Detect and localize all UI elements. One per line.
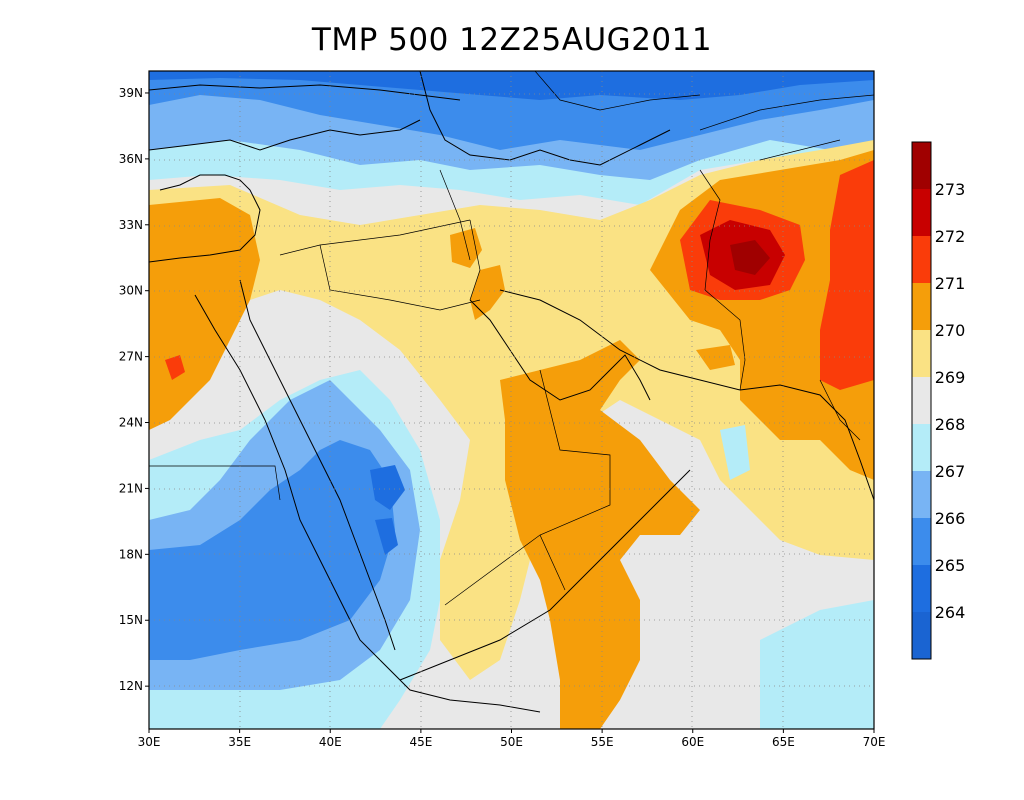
contour-band-267-se <box>760 600 874 729</box>
turkey-coast <box>149 119 421 151</box>
colorbar-swatch <box>912 236 931 284</box>
lat-tick-label: 39N <box>119 86 143 100</box>
lat-tick-label: 36N <box>119 152 143 166</box>
contour-band-264-sw <box>370 465 405 510</box>
contour-band-267-east <box>720 425 750 480</box>
colorbar-label: 271 <box>935 274 966 293</box>
colorbar: 273 272 271 270 269 268 267 266 265 264 <box>911 141 966 660</box>
colorbar-label: 273 <box>935 180 966 199</box>
black-sea-coast <box>149 84 461 101</box>
lat-tick-label: 30N <box>119 284 143 298</box>
lon-tick-label: 70E <box>863 735 886 749</box>
lon-tick-label: 65E <box>772 735 795 749</box>
pakistan-coast <box>739 384 874 501</box>
colorbar-swatch <box>912 612 931 660</box>
contour-band-271-west <box>165 355 185 380</box>
colorbar-label: 265 <box>935 556 966 575</box>
map-title: TMP 500 12Z25AUG2011 <box>311 22 713 58</box>
border-line <box>704 289 746 391</box>
colorbar-swatch <box>912 518 931 566</box>
contour-band-270-center <box>500 340 700 729</box>
latitude-axis: 12N 15N 18N 21N 24N 27N 30N 33N 36N 39N <box>119 86 149 693</box>
contour-band-265-sw <box>149 440 395 660</box>
lat-tick-label: 18N <box>119 547 143 561</box>
colorbar-label: 266 <box>935 509 966 528</box>
contour-band-271-east-2 <box>820 160 874 390</box>
border-line <box>759 139 841 161</box>
colorbar-swatch <box>912 424 931 472</box>
border-line <box>149 465 281 501</box>
red-sea-east-coast <box>239 279 396 651</box>
border-line <box>699 169 721 291</box>
border-line <box>469 219 481 301</box>
iran-coast <box>499 289 741 391</box>
lon-tick-label: 40E <box>319 735 342 749</box>
border-line <box>279 219 471 256</box>
lon-tick-label: 45E <box>409 735 432 749</box>
lon-tick-label: 55E <box>591 735 614 749</box>
lon-tick-label: 30E <box>138 735 161 749</box>
lat-tick-label: 12N <box>119 679 143 693</box>
contour-band-264-sw-2 <box>375 518 398 555</box>
lat-tick-label: 33N <box>119 218 143 232</box>
border-line <box>539 534 566 591</box>
gridlines <box>149 71 874 729</box>
colorbar-frame <box>911 141 932 660</box>
border-line <box>444 369 611 606</box>
contour-band-264-north <box>149 71 874 100</box>
contour-fill <box>149 71 874 729</box>
gulf-coast <box>469 299 651 401</box>
lon-tick-label: 50E <box>500 735 523 749</box>
lon-tick-label: 60E <box>681 735 704 749</box>
colorbar-label: 270 <box>935 321 966 340</box>
lat-tick-label: 24N <box>119 416 143 430</box>
colorbar-label: 269 <box>935 368 966 387</box>
contour-band-273-east <box>730 240 770 275</box>
colorbar-label: 264 <box>935 603 966 622</box>
country-borders <box>149 71 874 606</box>
lat-tick-label: 27N <box>119 350 143 364</box>
lon-tick-label: 35E <box>228 735 251 749</box>
horn-of-africa <box>379 659 541 713</box>
contour-band-270-small-2 <box>470 265 505 320</box>
border-line <box>439 169 471 261</box>
border-line <box>819 379 861 441</box>
border-line <box>699 94 874 131</box>
colorbar-swatch <box>912 142 931 190</box>
mediterranean-coast <box>149 174 261 263</box>
arabian-south-coast <box>399 469 691 681</box>
longitude-axis: 30E 35E 40E 45E 50E 55E 60E 65E 70E <box>138 729 886 749</box>
lat-tick-label: 21N <box>119 481 143 495</box>
colorbar-label: 272 <box>935 227 966 246</box>
colorbar-swatch <box>912 189 931 237</box>
colorbar-swatch <box>912 565 931 613</box>
colorbar-swatch <box>912 471 931 519</box>
colorbar-swatch <box>912 330 931 378</box>
contour-band-270-small-3 <box>696 345 735 370</box>
colorbar-swatch <box>912 283 931 331</box>
colorbar-swatch <box>912 377 931 425</box>
contour-band-270-small-1 <box>450 228 482 268</box>
border-line <box>319 244 481 311</box>
lat-tick-label: 15N <box>119 613 143 627</box>
caspian-coast <box>419 71 671 166</box>
colorbar-label: 268 <box>935 415 966 434</box>
colorbar-label: 267 <box>935 462 966 481</box>
border-line <box>534 71 701 111</box>
